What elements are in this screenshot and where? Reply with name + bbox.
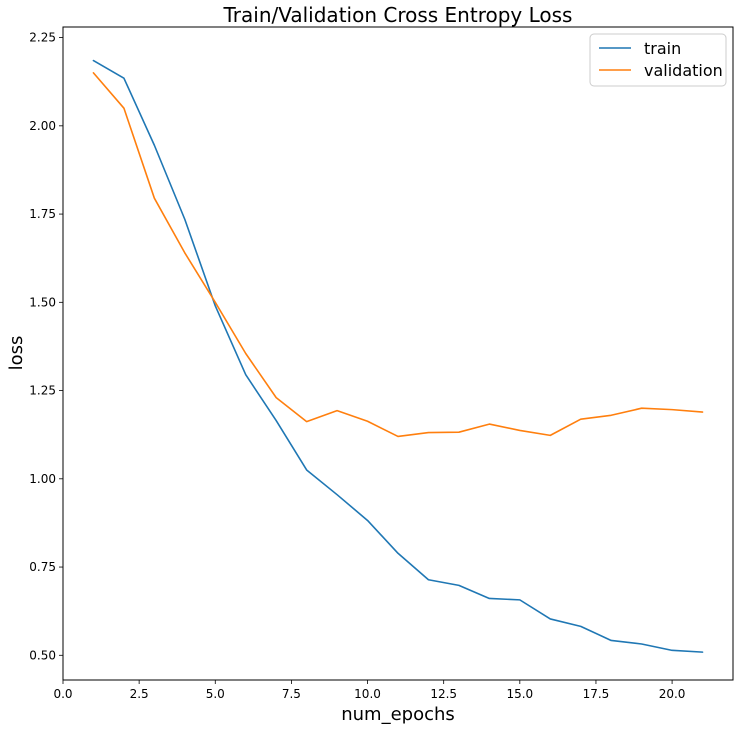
- series-line-train: [92, 59, 704, 653]
- y-tick-label: 1.25: [29, 384, 56, 398]
- x-tick-label: 7.5: [282, 687, 301, 701]
- x-axis-label: num_epochs: [341, 704, 455, 725]
- legend-label-validation: validation: [644, 61, 723, 80]
- y-tick-label: 1.00: [29, 472, 56, 486]
- x-tick-label: 0.0: [53, 687, 72, 701]
- legend-label-train: train: [644, 39, 681, 58]
- x-tick-label: 2.5: [130, 687, 149, 701]
- x-tick-label: 17.5: [583, 687, 610, 701]
- y-tick-label: 2.25: [29, 31, 56, 45]
- x-tick-label: 12.5: [430, 687, 457, 701]
- legend: train validation: [589, 33, 727, 87]
- x-tick-label: 15.0: [506, 687, 533, 701]
- chart-title: Train/Validation Cross Entropy Loss: [223, 3, 573, 27]
- y-tick-label: 0.50: [29, 648, 56, 662]
- x-tick-label: 10.0: [354, 687, 381, 701]
- y-axis-label: loss: [6, 336, 27, 371]
- x-tick-label: 5.0: [206, 687, 225, 701]
- series-line-validation: [92, 72, 704, 438]
- x-tick-label: 20.0: [659, 687, 686, 701]
- legend-box: [589, 33, 727, 87]
- y-axis: 0.50 0.75 1.00 1.25 1.50 1.75 2.00 2.25: [29, 31, 63, 662]
- x-axis: 0.0 2.5 5.0 7.5 10.0 12.5 15.0 17.5 20.0: [53, 680, 685, 701]
- series-layer: [92, 59, 704, 653]
- y-tick-label: 0.75: [29, 560, 56, 574]
- y-tick-label: 2.00: [29, 119, 56, 133]
- y-tick-label: 1.50: [29, 295, 56, 309]
- plot-area-frame: [62, 26, 734, 681]
- y-tick-label: 1.75: [29, 207, 56, 221]
